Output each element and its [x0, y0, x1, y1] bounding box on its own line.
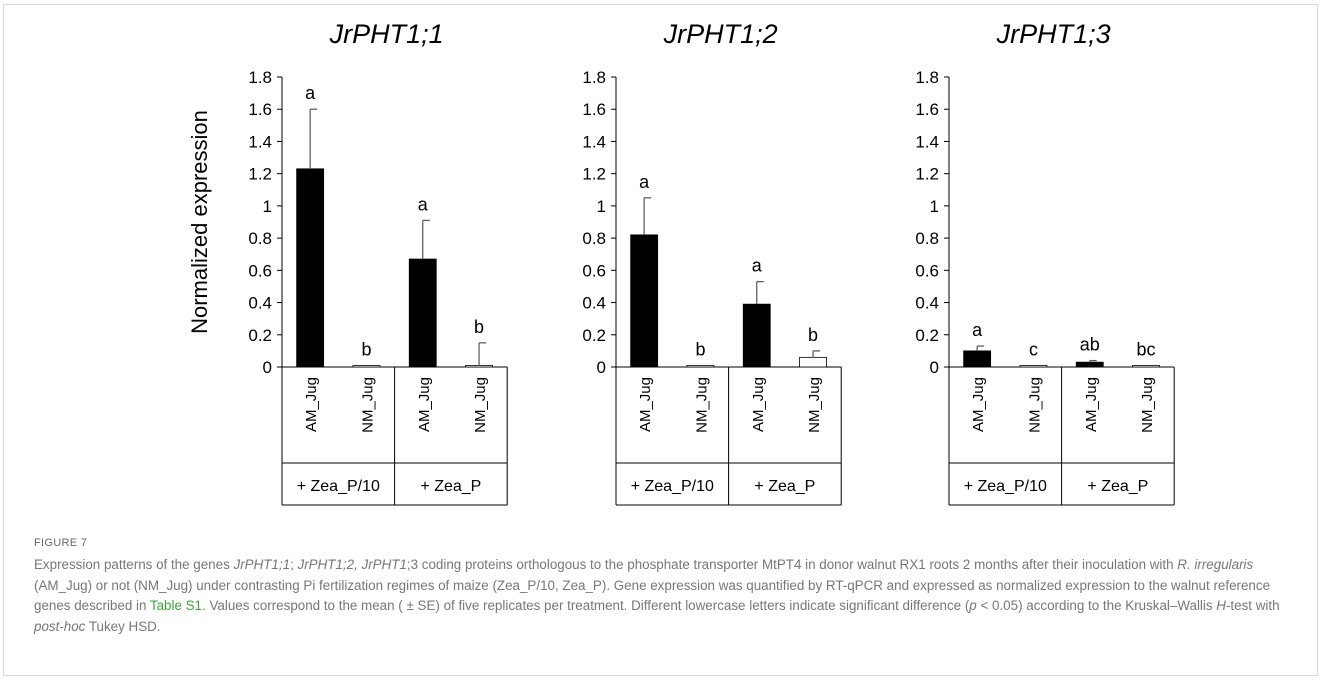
caption-fragment: H	[1216, 598, 1226, 613]
category-label: AM_Jug	[750, 377, 767, 432]
significance-letter: b	[361, 340, 371, 360]
category-label: AM_Jug	[970, 377, 987, 432]
caption-fragment: p	[969, 598, 977, 613]
y-tick-label: 0.6	[248, 261, 272, 280]
figure-label: FIGURE 7	[34, 537, 88, 549]
caption-fragment: JrPHT1;2, JrPHT1	[297, 557, 407, 572]
y-tick-label: 1.2	[248, 165, 272, 184]
caption-fragment: Expression patterns of the genes	[34, 557, 234, 572]
category-label: AM_Jug	[303, 377, 320, 432]
category-label: NM_Jug	[359, 377, 376, 433]
bar	[742, 303, 771, 368]
y-tick-label: 0.8	[582, 229, 606, 248]
bar	[686, 364, 715, 368]
category-label: NM_Jug	[472, 377, 489, 433]
significance-letter: b	[695, 339, 705, 359]
significance-letter: c	[1029, 340, 1038, 360]
significance-letter: b	[808, 325, 818, 345]
caption-fragment: R. irregularis	[1177, 557, 1254, 572]
y-tick-label: 1.4	[248, 132, 272, 151]
category-label: AM_Jug	[637, 377, 654, 432]
group-label: + Zea_P/10	[631, 478, 714, 495]
y-tick-label: 1.8	[915, 68, 939, 87]
y-tick-label: 1.2	[915, 165, 939, 184]
bar	[799, 356, 827, 368]
y-tick-label: 1.6	[915, 100, 939, 119]
y-tick-label: 1.4	[915, 132, 939, 151]
significance-letter: b	[474, 317, 484, 337]
bar	[352, 365, 381, 368]
y-tick-label: 0	[930, 358, 939, 377]
y-tick-label: 0.2	[582, 326, 606, 345]
significance-letter: a	[639, 172, 650, 192]
group-label: + Zea_P	[1087, 478, 1148, 495]
y-tick-label: 0.4	[248, 294, 272, 313]
y-tick-label: 0.4	[915, 294, 939, 313]
y-tick-label: 1.6	[248, 100, 272, 119]
y-tick-label: 1	[930, 197, 939, 216]
y-axis-label: Normalized expression	[187, 110, 212, 334]
significance-letter: a	[418, 194, 429, 214]
y-tick-label: 0.2	[248, 326, 272, 345]
category-label: NM_Jug	[806, 377, 823, 433]
caption-fragment: -test with	[1225, 598, 1280, 613]
category-label: NM_Jug	[1139, 377, 1156, 433]
bar	[296, 168, 325, 368]
y-tick-label: 0	[597, 358, 606, 377]
caption-fragment: Tukey HSD.	[85, 618, 161, 634]
bar	[1132, 365, 1160, 368]
y-tick-label: 1.4	[582, 132, 606, 151]
y-tick-label: 1.6	[582, 100, 606, 119]
caption-text: Expression patterns of the genes JrPHT1;…	[34, 555, 1304, 637]
group-label: + Zea_P/10	[297, 478, 380, 495]
bar	[1075, 361, 1104, 368]
figure-caption: FIGURE 7 Expression patterns of the gene…	[34, 537, 1304, 637]
group-label: + Zea_P	[420, 478, 481, 495]
panel-title: JrPHT1;2	[663, 19, 778, 49]
y-tick-label: 1	[263, 197, 272, 216]
significance-letter: a	[752, 256, 763, 276]
group-label: + Zea_P/10	[964, 478, 1047, 495]
bar	[1019, 365, 1048, 368]
category-label: AM_Jug	[1083, 377, 1100, 432]
panel-title: JrPHT1;1	[329, 19, 444, 49]
y-tick-label: 1	[597, 197, 606, 216]
y-tick-label: 1.8	[248, 68, 272, 87]
caption-fragment: . Values correspond to the mean ( ± SE) …	[202, 598, 970, 613]
figure-chart-area: JrPHT1;1 0 0.2 0.4 0.6 0.8 1 1.2 1.4 1.6 1.8 + Zea_…	[187, 19, 1175, 506]
bar	[963, 350, 992, 368]
y-tick-label: 0.6	[582, 261, 606, 280]
bar	[408, 258, 437, 368]
bar	[630, 234, 659, 368]
caption-fragment: (AM_Jug) or not (NM_Jug) under contrasti…	[34, 577, 1271, 614]
figure-frame: JrPHT1;1 0 0.2 0.4 0.6 0.8 1 1.2 1.4 1.6 1.8 + Zea_…	[3, 4, 1318, 676]
bar	[465, 364, 493, 368]
category-label: AM_Jug	[416, 377, 433, 432]
y-tick-label: 0.2	[915, 326, 939, 345]
panel-title: JrPHT1;3	[996, 19, 1111, 49]
table-s1-link[interactable]: Table S1	[149, 598, 203, 613]
y-tick-label: 0.8	[248, 229, 272, 248]
y-tick-label: 0.4	[582, 294, 606, 313]
caption-fragment: JrPHT1;1	[233, 557, 291, 572]
group-label: + Zea_P	[754, 478, 815, 495]
significance-letter: ab	[1080, 335, 1100, 355]
caption-fragment: ;3 coding proteins orthologous to the ph…	[406, 557, 1178, 572]
y-tick-label: 1.2	[582, 165, 606, 184]
category-label: NM_Jug	[1026, 377, 1043, 433]
caption-fragment: ;	[290, 557, 298, 572]
y-tick-label: 0.8	[915, 229, 939, 248]
significance-letter: a	[972, 320, 983, 340]
y-tick-label: 0	[263, 358, 272, 377]
caption-fragment: < 0.05) according to the Kruskal–Wallis	[976, 598, 1217, 613]
y-tick-label: 0.6	[915, 261, 939, 280]
caption-fragment: post-hoc	[34, 618, 86, 634]
significance-letter: a	[305, 83, 316, 103]
category-label: NM_Jug	[693, 377, 710, 433]
significance-letter: bc	[1137, 340, 1156, 360]
y-tick-label: 1.8	[582, 68, 606, 87]
